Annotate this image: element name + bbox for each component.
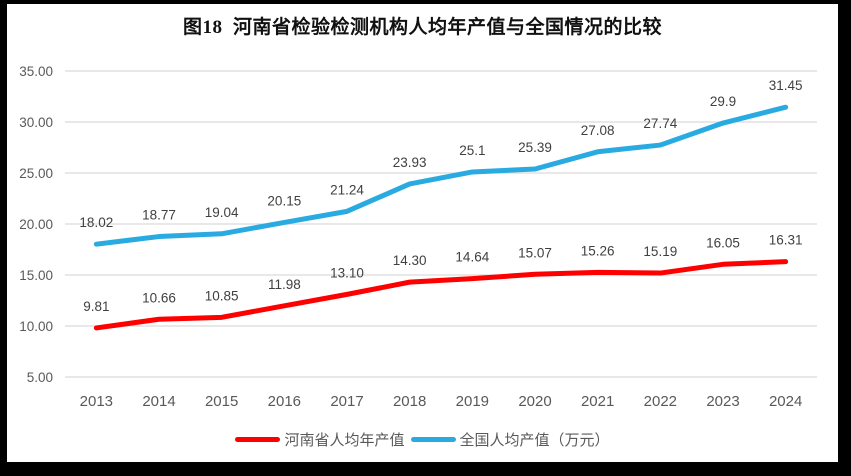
data-label: 31.45 [769, 78, 803, 93]
data-label: 11.98 [268, 277, 301, 292]
series-line [93, 104, 789, 247]
plot-area: 5.00 10.00 15.00 20.00 25.00 30.00 35.00 2013 20… [7, 4, 838, 462]
data-label: 15.07 [518, 245, 552, 260]
chart-area: 图18 河南省检验检测机构人均年产值与全国情况的比较 5.00 10.00 15.0… [7, 4, 838, 462]
data-label: 14.64 [455, 250, 489, 265]
data-label: 14.30 [393, 253, 427, 268]
data-label: 27.08 [581, 123, 615, 138]
data-label: 23.93 [393, 155, 427, 170]
x-axis-tick-label: 2013 [80, 393, 113, 410]
x-axis-tick-label: 2020 [518, 393, 551, 410]
data-label: 9.81 [83, 299, 109, 314]
x-axis-tick-label: 2019 [456, 393, 489, 410]
y-axis-tick-label: 10.00 [19, 319, 53, 334]
chart-svg: 5.00 10.00 15.00 20.00 25.00 30.00 35.00 2013 20… [19, 64, 817, 410]
series-line [93, 259, 789, 331]
data-label: 18.77 [142, 208, 176, 223]
x-axis-tick-label: 2015 [205, 393, 238, 410]
data-label: 15.26 [581, 243, 615, 258]
x-axis-tick-label: 2021 [581, 393, 614, 410]
y-axis-tick-label: 35.00 [19, 64, 53, 79]
data-label: 16.31 [769, 233, 803, 248]
y-axis-tick-label: 25.00 [19, 166, 53, 181]
y-axis-tick-label: 20.00 [19, 217, 53, 232]
y-axis-tick-label: 15.00 [19, 268, 53, 283]
legend-label-national: 全国人均产值（万元） [459, 432, 610, 449]
data-label: 16.05 [706, 235, 740, 250]
data-label: 20.15 [267, 193, 301, 208]
chart-legend: 河南省人均年产值 全国人均产值（万元） [7, 429, 838, 450]
data-label: 15.19 [643, 244, 677, 259]
x-axis-tick-label: 2023 [706, 393, 739, 410]
legend-item-henan: 河南省人均年产值 [235, 429, 405, 450]
data-label: 13.10 [330, 265, 364, 280]
x-axis-tick-label: 2022 [644, 393, 677, 410]
x-axis-tick-label: 2014 [142, 393, 175, 410]
data-label: 10.85 [205, 288, 239, 303]
legend-swatch-national [410, 437, 456, 442]
data-label: 10.66 [142, 290, 176, 305]
data-label: 21.24 [330, 182, 364, 197]
x-axis-tick-label: 2016 [268, 393, 301, 410]
legend-label-henan: 河南省人均年产值 [284, 432, 405, 449]
data-label: 18.02 [79, 215, 113, 230]
data-label: 19.04 [205, 205, 239, 220]
data-label: 25.1 [459, 143, 485, 158]
y-axis-tick-label: 5.00 [27, 370, 53, 385]
data-label: 25.39 [518, 140, 552, 155]
data-label: 29.9 [710, 94, 736, 109]
data-label: 27.74 [643, 116, 677, 131]
legend-swatch-henan [235, 437, 281, 442]
x-axis-tick-label: 2017 [330, 393, 363, 410]
y-axis-tick-label: 30.00 [19, 115, 53, 130]
x-axis-tick-label: 2024 [769, 393, 802, 410]
x-axis-tick-label: 2018 [393, 393, 426, 410]
chart-title: 图18 河南省检验检测机构人均年产值与全国情况的比较 [182, 17, 662, 38]
legend-item-national: 全国人均产值（万元） [410, 429, 610, 450]
